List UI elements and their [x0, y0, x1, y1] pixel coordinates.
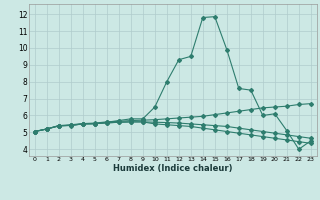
X-axis label: Humidex (Indice chaleur): Humidex (Indice chaleur) — [113, 164, 233, 173]
